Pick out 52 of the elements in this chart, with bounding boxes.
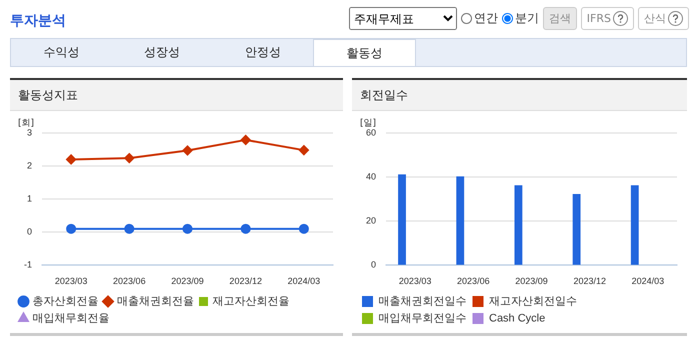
point [298,145,309,156]
point [240,134,251,145]
text: 분기 [514,10,539,27]
legend-label: 매입채무회전율 [32,312,110,325]
text: 안정성 [244,44,282,61]
x-tick-label: 2023/12 [229,276,262,286]
y-axis-title: [회] [18,118,34,128]
text: 검색 [548,11,571,26]
x-tick-label: 2023/06 [457,276,490,286]
text: 성장성 [143,44,182,61]
point [182,224,192,234]
point [124,224,134,234]
point [66,224,76,234]
text: 주재무제표 [348,7,457,30]
text: 산식 [644,11,666,26]
x-tick-label: 2023/06 [113,276,146,286]
text: 활동성 [313,39,416,66]
legend-label: 재고자산회전일수 [489,296,577,308]
point [182,146,192,156]
text: IFRS [586,12,611,25]
text: 연간 [472,10,498,27]
legend-label: 매입채무회전일수 [378,312,466,325]
y-tick-label: 0 [370,260,376,270]
point [240,224,251,234]
y-tick-label: 2 [26,160,32,171]
y-tick-label: 0 [26,226,32,237]
text: 투자분석 [10,12,66,30]
x-tick-label: 2024/03 [288,276,320,286]
legend-label: 총자산회전율 [32,296,98,308]
x-tick-label: 2023/12 [573,276,606,286]
y-tick-label: -1 [24,260,32,270]
y-axis-title: [일] [360,118,376,128]
x-tick-label: 2024/03 [632,276,664,286]
legend-label: 재고자산회전율 [212,296,290,308]
y-tick-label: 1 [26,194,32,204]
y-tick-label: 40 [366,172,376,182]
x-tick-label: 2023/03 [398,276,432,286]
x-tick-label: 2023/03 [54,276,88,286]
legend-label: 매출채권회전일수 [378,296,466,308]
point [66,154,76,164]
point [124,153,134,164]
point [298,224,309,234]
y-tick-label: 20 [366,216,376,226]
x-tick-label: 2023/09 [515,276,548,286]
legend-label: 매출채권회전율 [117,296,194,308]
y-tick-label: 60 [366,127,376,138]
legend-label: Cash Cycle [489,312,546,325]
chart-title: 회전일수 [352,80,687,111]
text: 수익성 [42,44,80,61]
x-tick-label: 2023/09 [171,276,204,286]
chart-title: 활동성지표 [10,80,343,111]
y-tick-label: 3 [26,127,32,138]
